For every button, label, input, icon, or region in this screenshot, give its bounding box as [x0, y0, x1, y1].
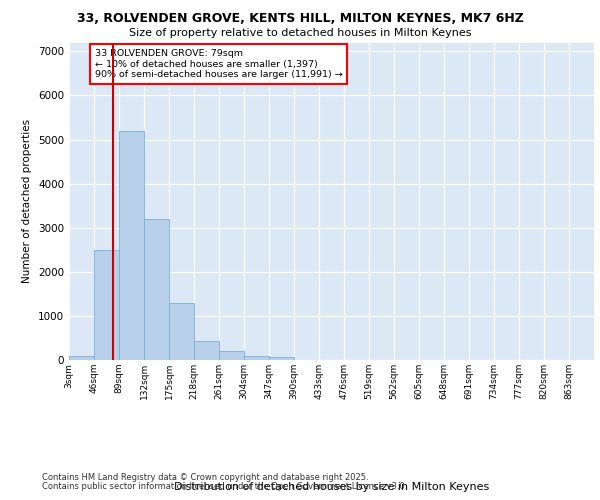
- Bar: [194, 341, 219, 360]
- Bar: [94, 250, 119, 360]
- Bar: [69, 356, 94, 360]
- Bar: [269, 358, 294, 360]
- Bar: [144, 219, 169, 360]
- Text: Contains HM Land Registry data © Crown copyright and database right 2025.: Contains HM Land Registry data © Crown c…: [42, 474, 368, 482]
- Bar: [119, 130, 144, 360]
- Text: 33 ROLVENDEN GROVE: 79sqm
← 10% of detached houses are smaller (1,397)
90% of se: 33 ROLVENDEN GROVE: 79sqm ← 10% of detac…: [95, 49, 343, 79]
- Y-axis label: Number of detached properties: Number of detached properties: [22, 119, 32, 284]
- X-axis label: Distribution of detached houses by size in Milton Keynes: Distribution of detached houses by size …: [174, 482, 489, 492]
- Text: 33, ROLVENDEN GROVE, KENTS HILL, MILTON KEYNES, MK7 6HZ: 33, ROLVENDEN GROVE, KENTS HILL, MILTON …: [77, 12, 523, 26]
- Bar: [244, 356, 269, 360]
- Bar: [169, 302, 194, 360]
- Text: Size of property relative to detached houses in Milton Keynes: Size of property relative to detached ho…: [129, 28, 471, 38]
- Bar: [219, 351, 244, 360]
- Text: Contains public sector information licensed under the Open Government Licence v3: Contains public sector information licen…: [42, 482, 407, 491]
